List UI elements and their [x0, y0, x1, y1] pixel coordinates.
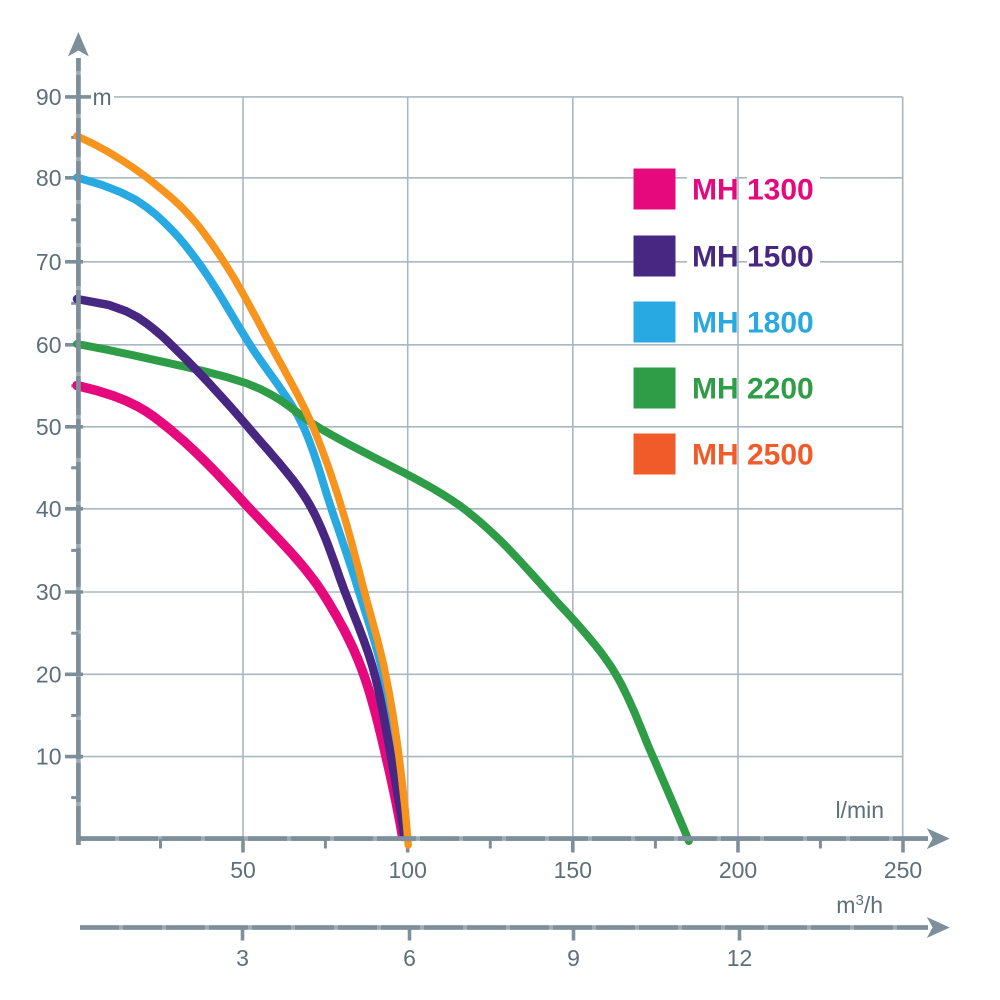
- svg-text:3: 3: [236, 945, 249, 971]
- svg-text:70: 70: [36, 249, 62, 275]
- svg-text:l/min: l/min: [835, 797, 884, 823]
- svg-text:40: 40: [36, 496, 62, 522]
- svg-text:250: 250: [884, 857, 922, 883]
- svg-text:150: 150: [554, 857, 592, 883]
- svg-text:MH 1500: MH 1500: [692, 241, 814, 274]
- svg-text:50: 50: [230, 857, 256, 883]
- svg-text:90: 90: [36, 84, 62, 110]
- svg-text:200: 200: [719, 857, 757, 883]
- svg-text:80: 80: [36, 165, 62, 191]
- svg-text:30: 30: [36, 579, 62, 605]
- svg-text:10: 10: [36, 744, 62, 770]
- svg-text:100: 100: [389, 857, 427, 883]
- svg-text:MH 1800: MH 1800: [692, 307, 814, 340]
- svg-text:9: 9: [567, 945, 580, 971]
- svg-text:20: 20: [36, 661, 62, 687]
- svg-text:MH 2500: MH 2500: [692, 439, 814, 472]
- svg-text:60: 60: [36, 332, 62, 358]
- svg-text:6: 6: [403, 945, 416, 971]
- svg-text:m3/h: m3/h: [836, 892, 883, 918]
- svg-text:12: 12: [727, 945, 753, 971]
- svg-text:50: 50: [36, 414, 62, 440]
- svg-text:MH 1300: MH 1300: [692, 174, 814, 207]
- svg-text:m: m: [93, 84, 112, 110]
- svg-text:MH 2200: MH 2200: [692, 373, 814, 406]
